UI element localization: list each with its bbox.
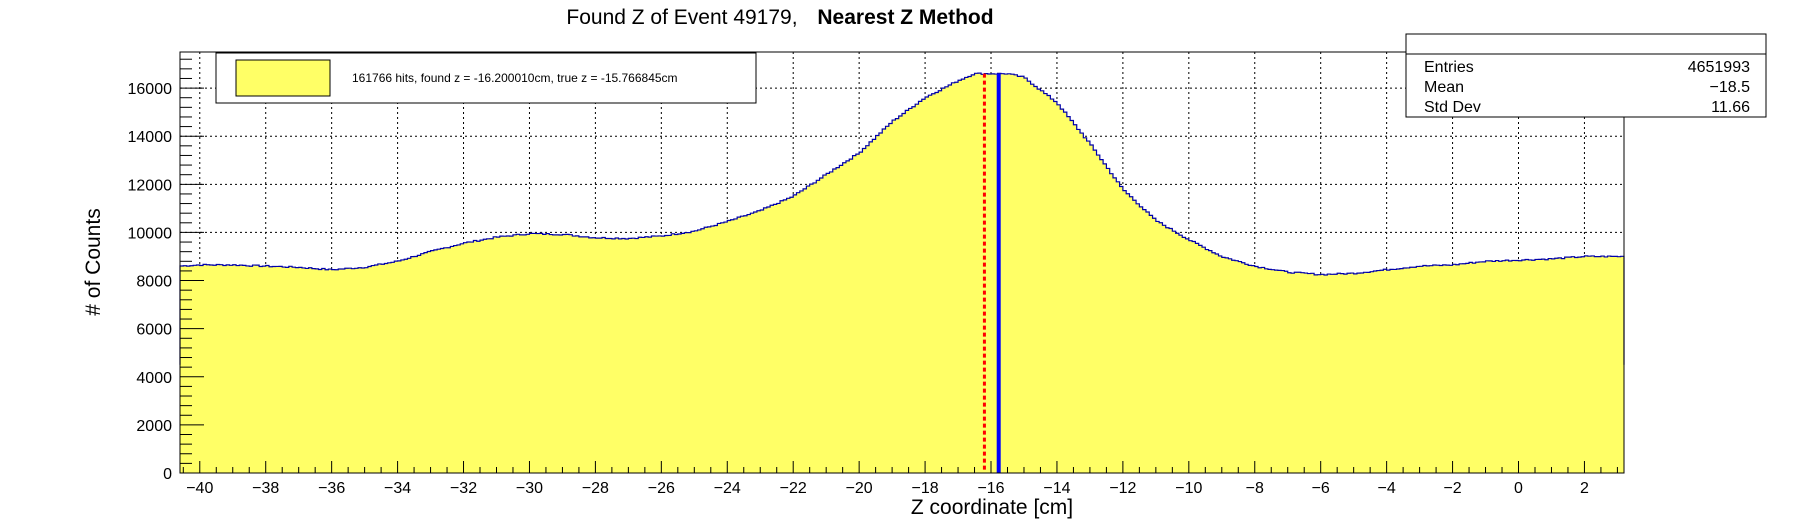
x-tick-label: −24 (714, 480, 741, 497)
x-tick-label: −18 (912, 480, 939, 497)
stats-mean-label: Mean (1424, 79, 1464, 96)
y-tick-label: 2000 (136, 418, 172, 435)
x-tick-label: −16 (977, 480, 1004, 497)
histogram-fill (180, 73, 1624, 473)
y-tick-label: 12000 (128, 177, 173, 194)
stats-stddev-value: 11.66 (1711, 99, 1750, 116)
x-tick-label: 0 (1514, 480, 1523, 497)
y-tick-label: 6000 (136, 322, 172, 339)
x-tick-label: −10 (1175, 480, 1202, 497)
x-tick-label: −8 (1246, 480, 1264, 497)
x-axis-title: Z coordinate [cm] (911, 496, 1073, 519)
x-tick-label: −30 (516, 480, 543, 497)
histogram-outline (179, 72, 1625, 365)
y-tick-label: 4000 (136, 370, 172, 387)
y-tick-label: 10000 (128, 225, 173, 242)
y-tick-label: 16000 (128, 81, 173, 98)
legend-label: 161766 hits, found z = -16.200010cm, tru… (352, 71, 678, 85)
x-tick-label: −36 (318, 480, 345, 497)
stats-stddev-label: Std Dev (1424, 99, 1481, 116)
legend: 161766 hits, found z = -16.200010cm, tru… (215, 52, 757, 104)
y-axis-title: # of Counts (82, 208, 105, 315)
x-tick-label: −26 (648, 480, 675, 497)
x-tick-label: −40 (186, 480, 213, 497)
x-tick-label: −28 (582, 480, 609, 497)
chart-title-bold: Nearest Z Method (817, 6, 993, 29)
x-tick-label: −6 (1312, 480, 1330, 497)
x-tick-label: 2 (1580, 480, 1589, 497)
y-tick-label: 0 (163, 466, 172, 483)
x-tick-label: −2 (1443, 480, 1461, 497)
x-tick-label: −4 (1378, 480, 1396, 497)
x-tick-label: −34 (384, 480, 411, 497)
x-axis: −40 −38 −36 −34 −32 −30 −28 −26 −24 −22 −20 −18 −16−… (182, 461, 1618, 497)
x-tick-label: −20 (846, 480, 873, 497)
chart-title: Found Z of Event 49179, Nearest Z Method (566, 6, 993, 29)
x-tick-label: −22 (780, 480, 807, 497)
plot-border (179, 51, 1625, 474)
y-tick-label: 14000 (128, 129, 173, 146)
stats-box-frame (1405, 33, 1767, 118)
chart-title-main: Found Z of Event 49179, (566, 6, 797, 29)
y-axis: 0 2000 4000 6000 8000 10000 12000 14000 16000 (128, 58, 204, 483)
stats-entries-value: 4651993 (1688, 59, 1750, 76)
stats-mean-value: −18.5 (1710, 79, 1751, 96)
legend-swatch (235, 59, 331, 97)
y-tick-label: 8000 (136, 274, 172, 291)
x-tick-label: −38 (252, 480, 279, 497)
x-tick-label: −12 (1109, 480, 1136, 497)
stats-entries-label: Entries (1424, 59, 1474, 76)
x-tick-label: −14 (1043, 480, 1070, 497)
stats-box: Entries 4651993 Mean −18.5 Std Dev 11.66 (1405, 33, 1767, 118)
x-tick-label: −32 (450, 480, 477, 497)
